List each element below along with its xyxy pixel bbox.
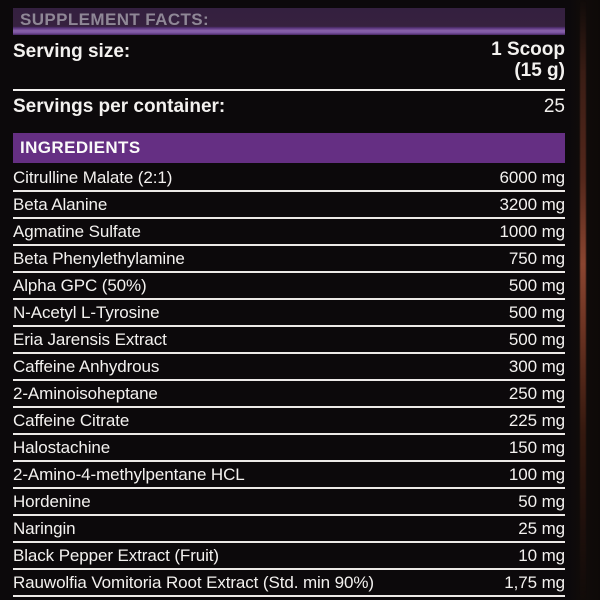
ingredient-row: 2-Amino-4-methylpentane HCL 100 mg [13,462,565,489]
ingredients-section-header-bar: INGREDIENTS [13,133,565,163]
ingredient-row: Agmatine Sulfate 1000 mg [13,219,565,246]
ingredient-name: Eria Jarensis Extract [13,330,167,349]
ingredient-amount: 6000 mg [499,168,566,187]
ingredient-name: Beta Alanine [13,195,108,214]
serving-size-row: Serving size: 1 Scoop (15 g) [13,39,565,81]
ingredient-amount: 500 mg [508,330,565,349]
serving-size-value-line2: (15 g) [514,60,565,81]
ingredient-name: Citrulline Malate (2:1) [13,168,173,187]
serving-size-value-line1: 1 Scoop [491,39,565,60]
serving-size-label: Serving size: [13,41,131,62]
ingredient-row: Rauwolfia Vomitoria Root Extract (Std. m… [13,570,565,597]
ingredient-row: Alpha GPC (50%) 500 mg [13,273,565,300]
ingredients-section-title: INGREDIENTS [20,138,141,157]
ingredient-row: Citrulline Malate (2:1) 6000 mg [13,165,565,192]
ingredient-amount: 150 mg [508,438,565,457]
ingredient-row: Beta Phenylethylamine 750 mg [13,246,565,273]
ingredient-amount: 250 mg [508,384,565,403]
servings-per-container-label: Servings per container: [13,96,226,117]
ingredient-row: Naringin 25 mg [13,516,565,543]
ingredient-row: N-Acetyl L-Tyrosine 500 mg [13,300,565,327]
ingredient-amount: 500 mg [508,303,565,322]
ingredient-amount: 500 mg [508,276,565,295]
ingredient-row: Beta Alanine 3200 mg [13,192,565,219]
ingredients-table: Citrulline Malate (2:1) 6000 mg Beta Ala… [13,165,565,597]
ingredient-name: 2-Amino-4-methylpentane HCL [13,465,245,484]
ingredient-row: Black Pepper Extract (Fruit) 10 mg [13,543,565,570]
ingredient-amount: 750 mg [508,249,565,268]
ingredient-name: Naringin [13,519,76,538]
ingredient-amount: 1000 mg [499,222,566,241]
bottle-edge-highlight [580,0,586,600]
servings-per-container-value: 25 [543,96,565,117]
ingredient-amount: 50 mg [518,492,565,511]
ingredient-row: Eria Jarensis Extract 500 mg [13,327,565,354]
ingredient-amount: 25 mg [518,519,565,538]
ingredient-amount: 1,75 mg [504,573,565,592]
ingredient-amount: 3200 mg [499,195,566,214]
ingredient-name: Caffeine Anhydrous [13,357,160,376]
ingredient-row: 2-Aminoisoheptane 250 mg [13,381,565,408]
supplement-facts-header-bar: SUPPLEMENT FACTS: [13,8,565,35]
ingredient-row: Halostachine 150 mg [13,435,565,462]
ingredient-amount: 300 mg [508,357,565,376]
ingredient-name: Alpha GPC (50%) [13,276,147,295]
ingredient-name: Hordenine [13,492,91,511]
serving-divider-line [13,89,565,91]
ingredient-name: Black Pepper Extract (Fruit) [13,546,219,565]
ingredient-name: N-Acetyl L-Tyrosine [13,303,160,322]
ingredient-name: 2-Aminoisoheptane [13,384,158,403]
ingredient-name: Agmatine Sulfate [13,222,141,241]
ingredient-name: Rauwolfia Vomitoria Root Extract (Std. m… [13,573,374,592]
servings-per-container-row: Servings per container: 25 [13,94,565,120]
serving-size-value: 1 Scoop (15 g) [491,39,565,81]
ingredient-row: Caffeine Citrate 225 mg [13,408,565,435]
ingredient-row: Hordenine 50 mg [13,489,565,516]
ingredient-row: Caffeine Anhydrous 300 mg [13,354,565,381]
ingredient-name: Caffeine Citrate [13,411,130,430]
ingredient-name: Beta Phenylethylamine [13,249,185,268]
ingredient-amount: 10 mg [518,546,565,565]
supplement-facts-title: SUPPLEMENT FACTS: [20,10,210,29]
ingredient-name: Halostachine [13,438,111,457]
ingredient-amount: 100 mg [508,465,565,484]
ingredient-amount: 225 mg [508,411,565,430]
